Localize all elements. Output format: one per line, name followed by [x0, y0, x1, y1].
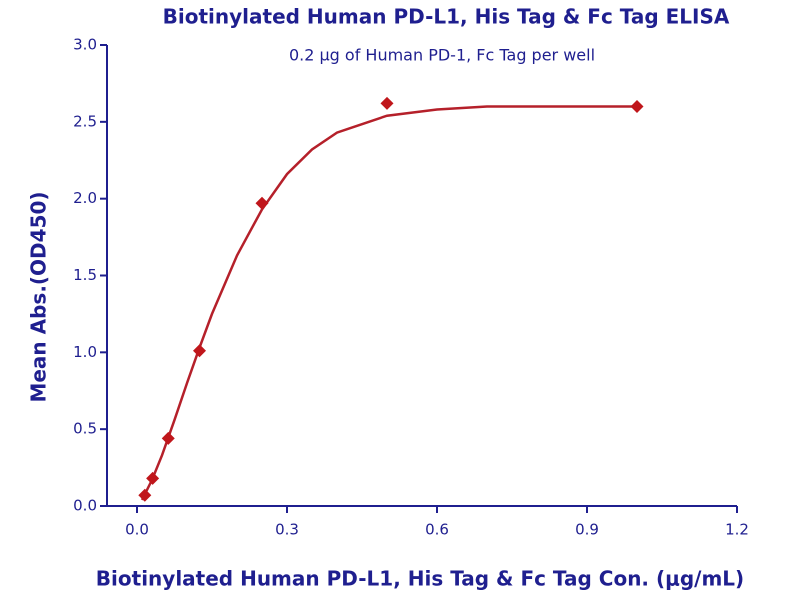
chart-title: Biotinylated Human PD-L1, His Tag & Fc T…	[163, 5, 730, 29]
y-tick-label: 2.0	[73, 189, 97, 207]
y-tick-label: 0.0	[73, 497, 97, 515]
y-tick-label: 0.5	[73, 420, 97, 438]
y-axis-label: Mean Abs.(OD450)	[27, 191, 51, 402]
y-tick-label: 1.0	[73, 343, 97, 361]
x-tick-label: 0.6	[425, 521, 449, 539]
data-point	[193, 344, 206, 358]
data-point	[255, 196, 269, 210]
x-axis-label: Biotinylated Human PD-L1, His Tag & Fc T…	[96, 567, 744, 591]
data-point	[380, 96, 394, 110]
x-tick-label: 0.3	[275, 521, 299, 539]
y-tick-label: 1.5	[73, 266, 97, 284]
data-point	[138, 488, 152, 502]
data-point	[146, 471, 160, 485]
data-point	[161, 431, 175, 445]
fit-curve	[140, 105, 637, 501]
chart-subtitle: 0.2 μg of Human PD-1, Fc Tag per well	[289, 46, 595, 65]
y-tick-label: 3.0	[73, 36, 97, 54]
x-tick-label: 0.0	[125, 521, 149, 539]
data-point	[630, 99, 644, 113]
x-tick-label: 0.9	[575, 521, 599, 539]
y-tick-label: 2.5	[73, 112, 97, 130]
x-tick-label: 1.2	[725, 521, 749, 539]
